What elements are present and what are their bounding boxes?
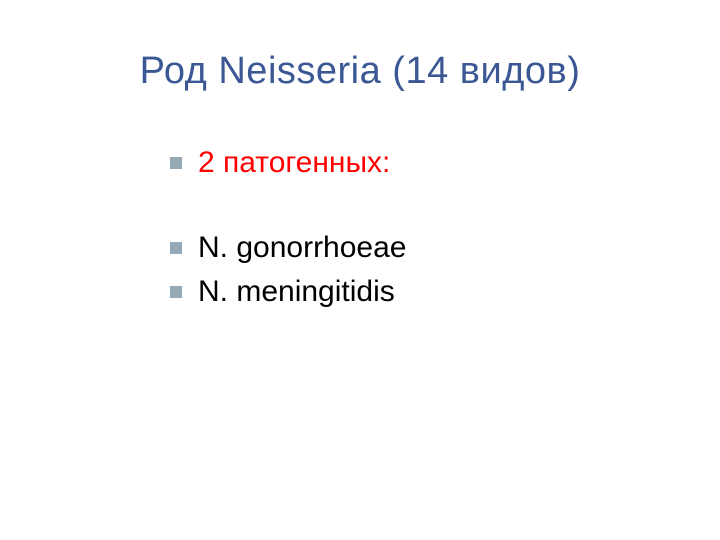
bullet-icon: [170, 286, 182, 298]
slide: Род Neisseria (14 видов) 2 патогенных: N…: [0, 0, 720, 540]
list-item-text: N. gonorrhoeae: [198, 228, 406, 269]
list-item: N. gonorrhoeae: [170, 228, 660, 269]
slide-content: 2 патогенных: N. gonorrhoeae N. meningit…: [60, 143, 660, 313]
bullet-icon: [170, 242, 182, 254]
list-item: N. meningitidis: [170, 272, 660, 313]
list-item-text: N. meningitidis: [198, 272, 395, 313]
list-item: 2 патогенных:: [170, 143, 660, 184]
slide-title: Род Neisseria (14 видов): [60, 50, 660, 93]
bullet-icon: [170, 157, 182, 169]
list-item-text: 2 патогенных:: [198, 143, 390, 184]
